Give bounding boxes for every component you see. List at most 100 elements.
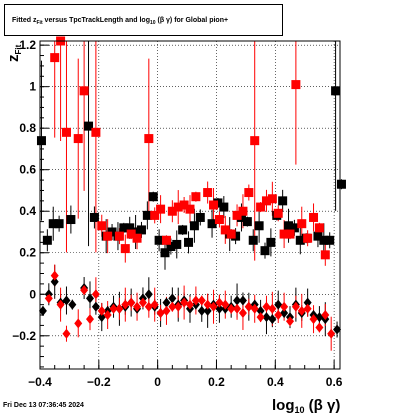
data-point-diamond bbox=[127, 297, 136, 308]
y-tick-label: 1 bbox=[29, 80, 36, 94]
y-axis-title: zFit bbox=[5, 44, 23, 62]
data-point-diamond bbox=[221, 299, 230, 310]
data-point-diamond bbox=[256, 305, 265, 316]
data-point-square bbox=[297, 219, 307, 229]
data-point-diamond bbox=[238, 295, 247, 306]
data-point-square bbox=[291, 80, 301, 90]
data-point-square bbox=[320, 250, 330, 260]
tick-label-layer: −0.4 −0.2 0 0.2 0.4 0.6 −0.2 0 0.2 0.4 0.6 0.8 1 1.2 bbox=[12, 38, 342, 389]
data-point-diamond bbox=[233, 295, 242, 306]
data-point-square bbox=[219, 202, 229, 212]
data-point-diamond bbox=[168, 301, 177, 312]
x-axis-title-log: log bbox=[272, 397, 295, 414]
title-prefix: Fitted z bbox=[12, 17, 37, 24]
x-axis-title-sub: 10 bbox=[295, 405, 305, 414]
y-tick-label: 0.8 bbox=[19, 121, 36, 135]
data-point-diamond bbox=[186, 299, 194, 310]
data-point-diamond bbox=[91, 301, 100, 312]
data-point-diamond bbox=[297, 305, 306, 316]
data-point-square bbox=[313, 231, 323, 241]
data-point-diamond bbox=[162, 297, 171, 308]
data-point-square bbox=[120, 244, 130, 254]
x-axis-title-rest: (β γ) bbox=[305, 397, 341, 414]
data-point-square bbox=[48, 219, 58, 229]
data-point-diamond bbox=[168, 293, 177, 304]
marker-layer bbox=[36, 36, 346, 339]
data-point-diamond bbox=[203, 299, 212, 310]
data-point-diamond bbox=[238, 307, 247, 318]
data-point-square bbox=[161, 235, 171, 245]
data-point-diamond bbox=[91, 289, 100, 300]
data-point-square bbox=[61, 127, 71, 137]
data-point-square bbox=[160, 248, 170, 258]
data-point-square bbox=[195, 212, 205, 222]
data-point-diamond bbox=[315, 312, 324, 323]
data-point-diamond bbox=[274, 310, 283, 321]
data-point-diamond bbox=[197, 305, 206, 316]
data-point-diamond bbox=[268, 303, 277, 314]
data-point-square bbox=[91, 127, 101, 137]
chart-title: Fitted zFit versus TpcTrackLength and lo… bbox=[12, 17, 228, 26]
data-point-square bbox=[303, 233, 313, 243]
data-point-square bbox=[260, 246, 270, 256]
data-point-diamond bbox=[203, 305, 212, 316]
data-point-square bbox=[184, 237, 194, 247]
title-box: Fitted zFit versus TpcTrackLength and lo… bbox=[4, 4, 283, 36]
data-point-square bbox=[284, 221, 294, 231]
title-z-subscript: Fit bbox=[36, 20, 43, 26]
x-tick-label: 0.4 bbox=[267, 375, 284, 389]
data-point-diamond bbox=[162, 305, 171, 316]
data-point-diamond bbox=[68, 299, 77, 310]
data-point-square bbox=[309, 212, 319, 222]
data-point-square bbox=[189, 221, 199, 231]
data-point-square bbox=[185, 204, 195, 214]
data-point-diamond bbox=[144, 289, 153, 300]
data-point-diamond bbox=[38, 305, 47, 316]
data-point-diamond bbox=[74, 318, 83, 329]
data-point-square bbox=[142, 210, 152, 220]
data-point-square bbox=[209, 200, 219, 210]
data-point-square bbox=[103, 231, 113, 241]
data-point-diamond bbox=[56, 299, 65, 310]
data-point-square bbox=[150, 210, 160, 220]
data-point-diamond bbox=[262, 301, 271, 312]
data-point-square bbox=[220, 225, 230, 235]
data-point-square bbox=[125, 223, 135, 233]
data-point-diamond bbox=[233, 303, 242, 314]
y-tick-label: 0 bbox=[29, 287, 36, 301]
x-axis-title: log10 (β γ) bbox=[272, 397, 340, 414]
data-point-square bbox=[114, 231, 124, 241]
y-axis-title-sub: Fit bbox=[14, 44, 23, 54]
data-point-square bbox=[267, 194, 277, 204]
data-point-square bbox=[250, 136, 260, 146]
data-point-square bbox=[148, 192, 158, 202]
x-tick-label: −0.2 bbox=[87, 375, 111, 389]
x-tick-label: 0.2 bbox=[208, 375, 225, 389]
data-point-diamond bbox=[209, 301, 218, 312]
data-point-diamond bbox=[103, 310, 112, 321]
data-point-diamond bbox=[50, 276, 59, 287]
data-point-diamond bbox=[80, 285, 89, 296]
timestamp-label: Fri Dec 13 07:36:45 2024 bbox=[3, 402, 84, 409]
data-point-diamond bbox=[97, 305, 106, 316]
data-point-square bbox=[279, 229, 289, 239]
data-point-square bbox=[256, 202, 266, 212]
data-point-diamond bbox=[62, 328, 71, 339]
data-point-diamond bbox=[191, 295, 200, 306]
data-point-square bbox=[42, 235, 52, 245]
data-point-square bbox=[232, 210, 242, 220]
data-point-square bbox=[66, 215, 76, 225]
data-point-square bbox=[73, 134, 83, 144]
data-point-square bbox=[173, 202, 183, 212]
data-point-square bbox=[54, 219, 64, 229]
data-point-square bbox=[203, 188, 213, 198]
data-point-diamond bbox=[309, 314, 318, 325]
data-point-diamond bbox=[244, 301, 253, 312]
data-point-diamond bbox=[197, 295, 206, 306]
data-point-diamond bbox=[274, 299, 283, 310]
data-point-square bbox=[325, 235, 335, 245]
title-mid: versus TpcTrackLength and log bbox=[42, 17, 150, 24]
y-tick-label: 0.2 bbox=[19, 246, 36, 260]
data-point-diamond bbox=[215, 303, 224, 314]
